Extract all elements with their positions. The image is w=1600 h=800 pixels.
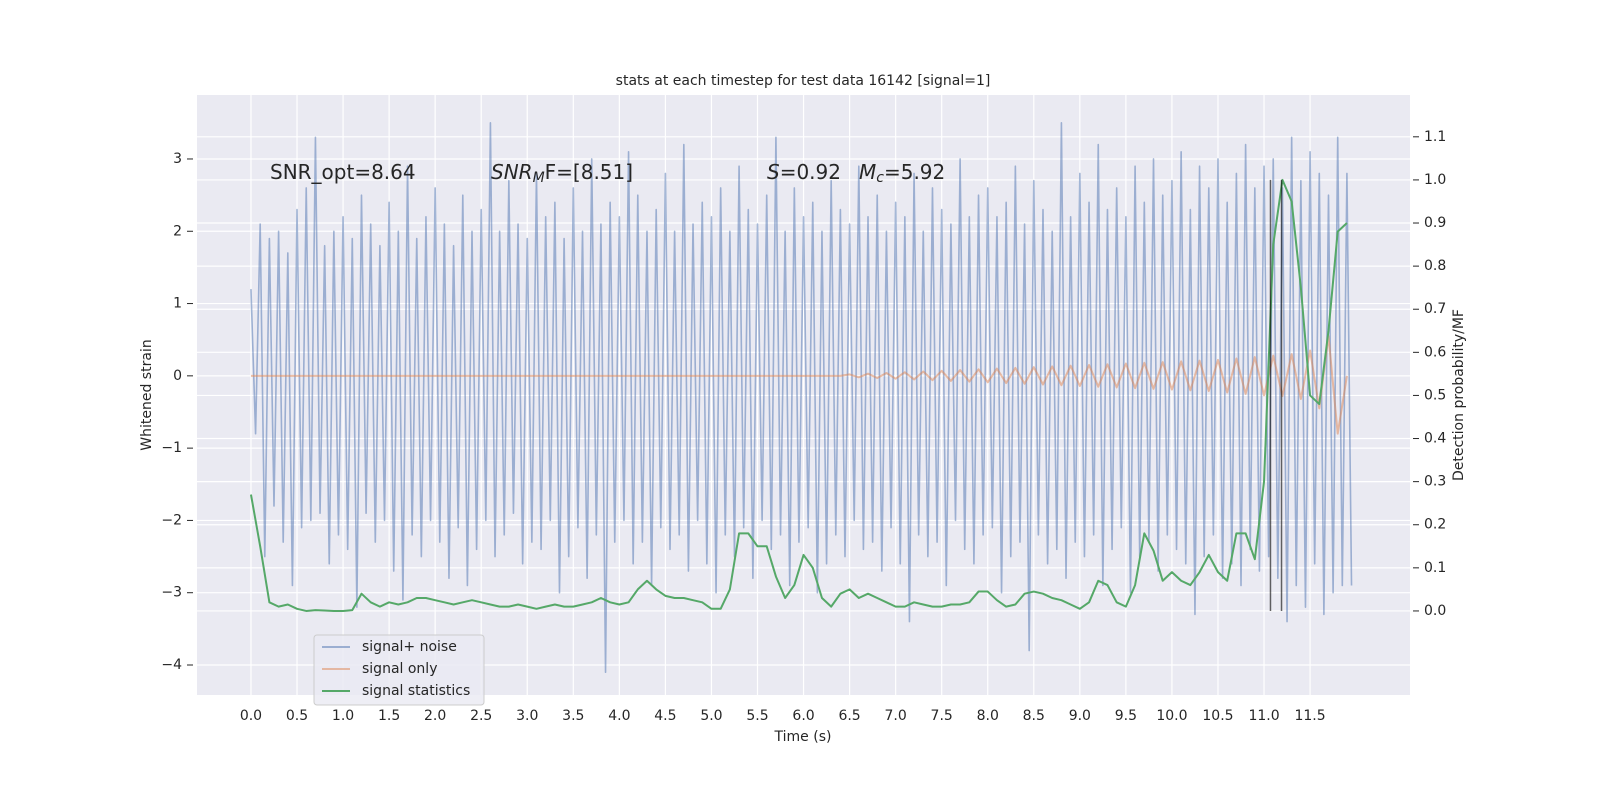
y-tick-label: −1 [161,440,182,456]
y-tick-label: −3 [161,585,182,601]
x-tick-label: 5.0 [700,708,722,724]
y2-tick-label: 0.1 [1424,560,1446,576]
x-tick-label: 2.0 [424,708,446,724]
x-tick-label: 1.0 [332,708,354,724]
series-line [250,335,1348,435]
y-tick-label: −4 [161,657,182,673]
y2-tick-label: 0.2 [1424,517,1446,533]
x-tick-label: 6.5 [838,708,860,724]
y2-tick-label: 0.3 [1424,474,1446,490]
x-tick-label: 4.0 [608,708,630,724]
x-tick-label: 0.5 [286,708,308,724]
x-tick-label: 8.0 [977,708,999,724]
y2-tick-label: 0.9 [1424,215,1446,231]
ticks: 0.0 0.5 1.0 1.5 2.0 2.5 3.0 3.5 4.0 4.5 5.0 5.5 6.0 6… [161,129,1446,724]
annotation-part: c [876,170,884,186]
marks: SNR_opt=8.64 SNRMF=[8.51] S=0.92 Mc=5.92 [249,122,1353,674]
y2-tick-label: 1.0 [1424,172,1446,188]
y2-tick-label: 0.6 [1424,344,1446,360]
x-tick-label: 1.5 [378,708,400,724]
legend-label: signal+ noise [362,639,457,655]
y-tick-label: 2 [173,223,182,239]
y-axis-label: Whitened strain [139,339,155,450]
annotation: SNR_opt=8.64 [270,160,416,184]
annotation-part: S [767,160,780,184]
x-tick-label: 4.5 [654,708,676,724]
x-tick-label: 2.5 [470,708,492,724]
annotation-part: M [533,170,545,186]
annotation: Mc=5.92 [859,160,945,187]
x-tick-label: 9.5 [1115,708,1137,724]
x-tick-label: 7.0 [885,708,907,724]
x-tick-label: 3.5 [562,708,584,724]
x-tick-label: 6.0 [792,708,814,724]
series-line [249,178,1348,612]
y2-tick-label: 1.1 [1424,129,1446,145]
y-tick-label: 0 [173,368,182,384]
x-tick-label: 8.5 [1023,708,1045,724]
legend-box [313,634,485,706]
legend: signal+ noise signal only signal statistic… [313,634,485,706]
y2-tick-label: 0.7 [1424,301,1446,317]
annotation: SNRMF=[8.51] [491,160,633,187]
x-tick-label: 0.0 [240,708,262,724]
series-line [250,122,1353,674]
y-tick-label: 1 [173,296,182,312]
legend-label: signal only [362,661,437,677]
x-tick-label: 5.5 [746,708,768,724]
x-tick-label: 10.0 [1156,708,1187,724]
annotation-part: SNR_opt=8.64 [270,160,416,184]
y-tick-label: 3 [173,151,182,167]
chart-title: stats at each timestep for test data 161… [616,73,991,89]
x-tick-label: 7.5 [931,708,953,724]
legend-label: signal statistics [362,683,470,699]
annotation-part: =0.92 [780,160,841,184]
annotation-part: F=[8.51] [545,160,633,184]
y2-axis-label: Detection probability/MF [1451,309,1467,481]
annotation: S=0.92 [767,160,841,184]
y2-tick-label: 0.8 [1424,258,1446,274]
x-tick-label: 11.5 [1294,708,1325,724]
y-tick-label: −2 [161,512,182,528]
annotation-part: =5.92 [884,160,945,184]
y2-tick-label: 0.4 [1424,431,1446,447]
y2-tick-label: 0.5 [1424,387,1446,403]
x-tick-label: 11.0 [1248,708,1279,724]
annotation-part: M [859,160,876,184]
x-axis-label: Time (s) [774,729,832,745]
y2-tick-label: 0.0 [1424,603,1446,619]
x-tick-label: 9.0 [1069,708,1091,724]
x-tick-label: 10.5 [1202,708,1233,724]
x-tick-label: 3.0 [516,708,538,724]
annotation-part: SNR [491,160,533,184]
